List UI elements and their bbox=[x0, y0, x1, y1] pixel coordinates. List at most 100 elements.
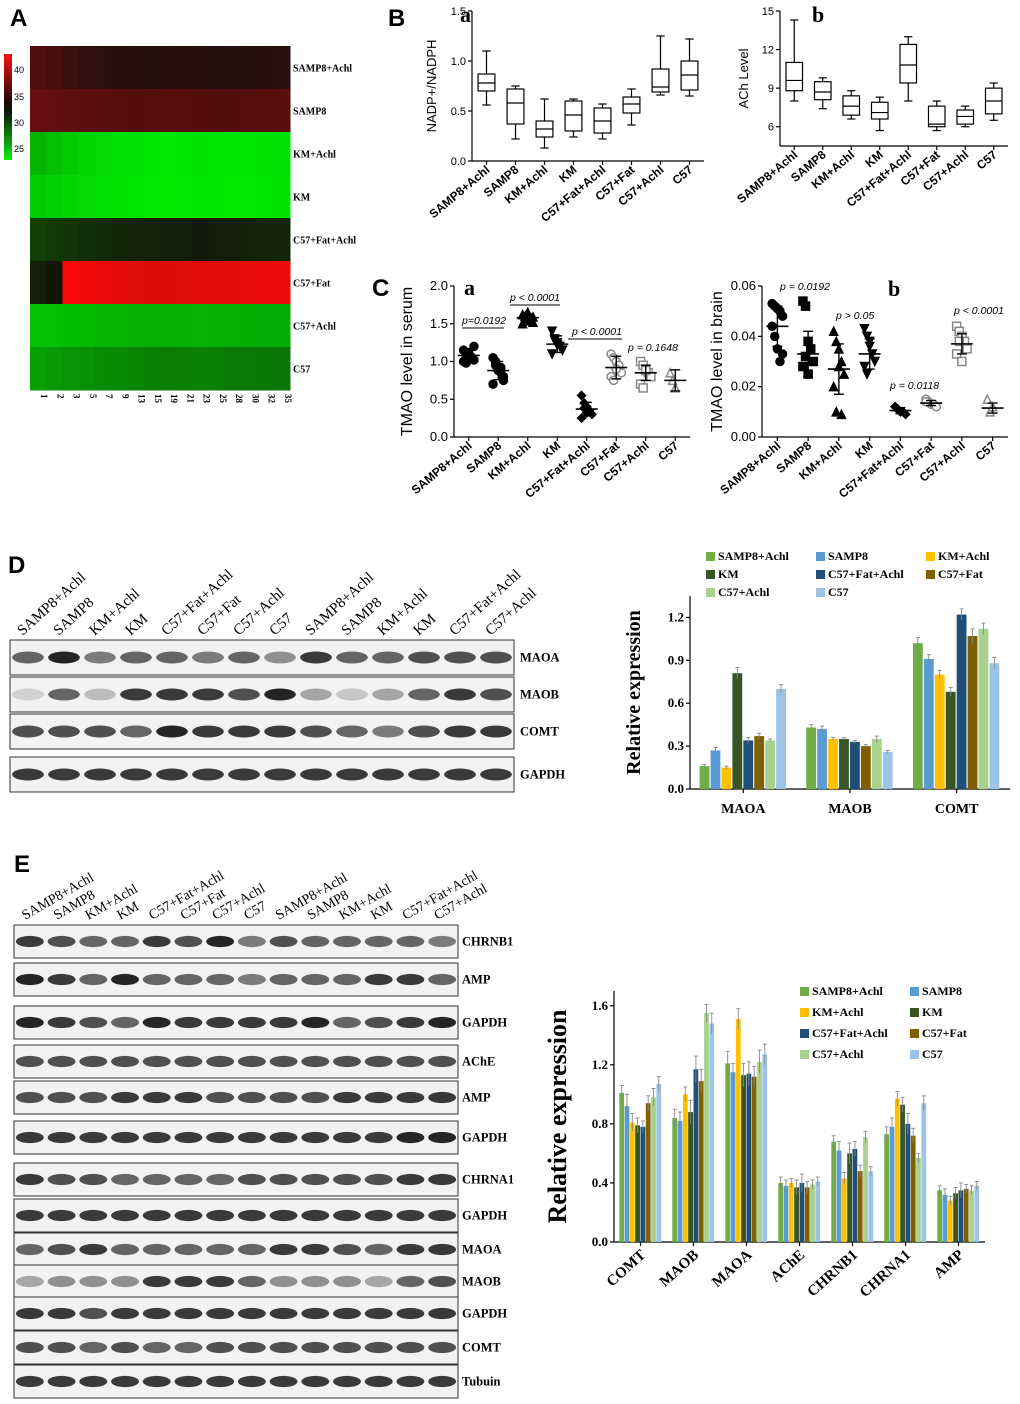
bar bbox=[751, 1076, 757, 1242]
heatmap-row-label: KM+Achl bbox=[293, 150, 336, 161]
bar bbox=[788, 1182, 794, 1242]
heatmap-cell bbox=[30, 304, 47, 348]
data-point bbox=[777, 311, 788, 321]
blot-band bbox=[79, 1055, 108, 1068]
bar bbox=[735, 1019, 741, 1242]
y-tick-label: 0.3 bbox=[668, 738, 685, 753]
blot-label: GAPDH bbox=[520, 768, 565, 782]
heatmap-cell bbox=[30, 218, 47, 262]
blot-band bbox=[396, 1275, 425, 1288]
blot-band bbox=[428, 1173, 457, 1186]
scatter-group bbox=[797, 296, 820, 379]
legend-swatch bbox=[910, 1029, 919, 1038]
bar bbox=[860, 746, 871, 789]
heatmap-cell bbox=[160, 218, 177, 262]
blot-band bbox=[84, 768, 116, 781]
blot-band bbox=[336, 768, 368, 781]
y-tick-label: 0.8 bbox=[592, 1116, 609, 1131]
heatmap-cell bbox=[208, 347, 226, 391]
heatmap-cell bbox=[127, 46, 145, 90]
data-point bbox=[798, 361, 808, 372]
heatmap-cell bbox=[241, 218, 258, 262]
y-tick-label: 1.6 bbox=[592, 998, 609, 1013]
blot-band bbox=[206, 935, 235, 948]
y-axis-label: TMAO level in brain bbox=[709, 291, 726, 432]
heatmap-cell bbox=[143, 347, 161, 391]
blot-band bbox=[264, 651, 296, 664]
blot-band bbox=[79, 935, 108, 948]
heatmap-cell bbox=[127, 175, 145, 219]
bar bbox=[619, 1092, 625, 1242]
blot-band bbox=[396, 1016, 425, 1029]
blot-band bbox=[269, 1341, 298, 1354]
blot-band bbox=[120, 651, 152, 664]
data-point bbox=[954, 336, 965, 347]
box bbox=[564, 100, 583, 132]
bar bbox=[725, 1063, 731, 1242]
blot-band bbox=[396, 1243, 425, 1256]
blot-band bbox=[15, 1307, 44, 1320]
box-plot bbox=[813, 77, 832, 110]
bar bbox=[754, 736, 765, 789]
blot-band bbox=[396, 1341, 425, 1354]
heatmap-cell bbox=[241, 46, 258, 90]
heatmap-cell bbox=[160, 304, 177, 348]
bar bbox=[831, 1141, 837, 1242]
heatmap-cell bbox=[127, 218, 145, 262]
heatmap-cell bbox=[225, 218, 242, 262]
blot-band bbox=[142, 1307, 171, 1320]
sub-panel-letter: b bbox=[812, 2, 824, 27]
blot-band bbox=[301, 1275, 330, 1288]
blot-band bbox=[364, 1341, 393, 1354]
blot-band bbox=[408, 725, 440, 738]
y-tick-label: 15 bbox=[762, 6, 774, 18]
blot-band bbox=[372, 725, 404, 738]
heatmap-cell bbox=[46, 46, 63, 90]
box bbox=[651, 68, 670, 93]
blot-band bbox=[228, 768, 260, 781]
heatmap-cell bbox=[30, 89, 47, 133]
blot-band bbox=[142, 1209, 171, 1222]
x-tick-label: AMP bbox=[931, 1247, 967, 1282]
bar bbox=[698, 1081, 704, 1242]
blot-e-row bbox=[13, 1044, 459, 1079]
box-plot bbox=[622, 88, 641, 126]
blot-band bbox=[301, 1341, 330, 1354]
blot-band bbox=[428, 1307, 457, 1320]
p-value-annotation: p = 0.0192 bbox=[779, 281, 830, 293]
bar bbox=[857, 1171, 863, 1242]
p-value-annotation: p < 0.0001 bbox=[571, 326, 622, 338]
blot-band bbox=[269, 1173, 298, 1186]
heatmap-cell bbox=[176, 175, 193, 219]
legend-swatch bbox=[910, 987, 919, 996]
heatmap bbox=[30, 46, 291, 391]
data-point bbox=[800, 351, 811, 362]
heatmap-cell bbox=[127, 304, 145, 348]
blot-band bbox=[120, 688, 152, 701]
blot-band bbox=[206, 973, 235, 986]
blot-e-row bbox=[13, 1198, 459, 1233]
data-point bbox=[838, 368, 850, 379]
heatmap-cell bbox=[46, 347, 63, 391]
heatmap-cell bbox=[30, 132, 47, 176]
blot-band bbox=[269, 1243, 298, 1256]
data-point bbox=[931, 402, 942, 412]
bar bbox=[871, 738, 882, 789]
blot-band bbox=[364, 1131, 393, 1144]
blot-band bbox=[79, 1275, 108, 1288]
bar bbox=[921, 1103, 927, 1242]
heatmap-cell bbox=[208, 89, 226, 133]
heatmap-cell bbox=[225, 304, 242, 348]
box bbox=[899, 43, 918, 84]
blot-band bbox=[372, 768, 404, 781]
legend-entry: C57 bbox=[922, 1047, 943, 1061]
blot-band bbox=[264, 768, 296, 781]
blot-band bbox=[333, 1209, 361, 1222]
legend-swatch bbox=[706, 552, 715, 561]
blot-band bbox=[142, 1173, 171, 1186]
x-tick-label: CHRNB1 bbox=[805, 1247, 862, 1300]
blot-band bbox=[301, 1243, 330, 1256]
bar bbox=[910, 1135, 916, 1242]
heatmap-col-label: 5 bbox=[88, 394, 98, 399]
blot-band bbox=[228, 725, 260, 738]
